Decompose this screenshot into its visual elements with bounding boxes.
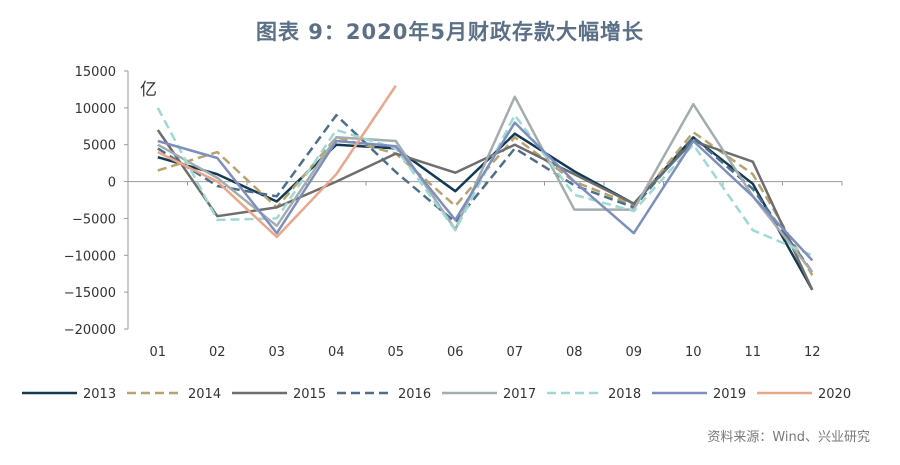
legend-label-2015: 2015 [293,387,326,402]
legend-label-2017: 2017 [503,387,536,402]
x-tick-label: 03 [268,345,285,360]
legend: 2013 2014 2015 2016 2017 2018 2019 2020 [22,387,851,402]
legend-label-2019: 2019 [713,387,746,402]
y-tick-label: 15000 [75,65,116,80]
x-tick-label: 04 [328,345,345,360]
series-line-2013 [157,132,814,291]
legend-label-2013: 2013 [83,387,116,402]
y-tick-label: −5000 [72,212,116,227]
x-tick-label: 07 [506,345,523,360]
chart-title: 图表 9：2020年5月财政存款大幅增长 [256,20,644,44]
x-tick-label: 11 [744,345,761,360]
axes: 15000 10000 5000 0 −5000 −10000 −15000 −20000 01… [64,65,843,360]
legend-label-2020: 2020 [818,387,851,402]
y-tick-label: −20000 [64,323,116,338]
unit-label: 亿 [140,80,157,100]
source-note: 资料来源：Wind、兴业研究 [707,430,870,445]
y-tick-label: −15000 [64,286,116,301]
x-tick-label: 09 [625,345,642,360]
y-tick-label: −10000 [64,249,116,264]
series-line-2019 [157,121,814,262]
y-tick-label: 10000 [75,102,116,117]
series-line-2015 [156,129,814,291]
x-tick-label: 06 [447,345,464,360]
legend-label-2018: 2018 [608,387,641,402]
series-line-2016 [157,113,814,273]
x-tick-label: 12 [804,345,821,360]
y-tick-label: 0 [108,176,116,191]
x-tick-label: 08 [566,345,583,360]
x-tick-label: 01 [149,345,166,360]
legend-label-2014: 2014 [188,387,221,402]
series-lines [156,85,814,291]
legend-label-2016: 2016 [398,387,431,402]
series-line-2020 [157,85,397,239]
x-tick-label: 05 [387,345,404,360]
y-tick-label: 5000 [83,139,116,154]
x-tick-label: 10 [685,345,702,360]
x-tick-label: 02 [209,345,226,360]
